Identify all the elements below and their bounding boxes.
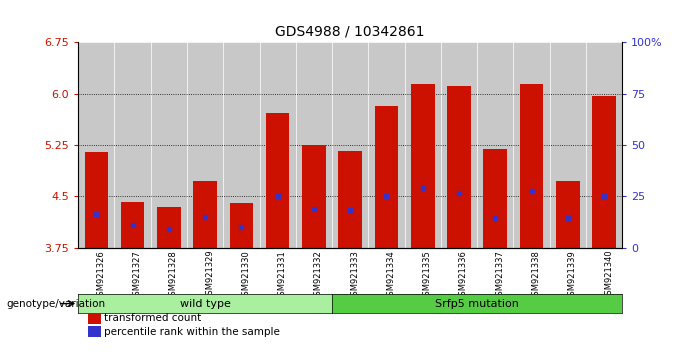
Text: GSM921333: GSM921333	[350, 250, 359, 301]
Bar	[223, 42, 260, 248]
Bar	[187, 42, 223, 248]
Text: GSM921326: GSM921326	[97, 250, 105, 301]
Bar	[266, 113, 290, 248]
Text: GSM921337: GSM921337	[495, 250, 505, 301]
Bar	[513, 42, 549, 248]
Bar	[121, 202, 144, 248]
Text: GSM921331: GSM921331	[277, 250, 287, 301]
Bar	[151, 42, 187, 248]
Text: GSM921335: GSM921335	[423, 250, 432, 301]
Text: wild type: wild type	[180, 298, 231, 309]
Bar	[157, 207, 181, 248]
Text: GSM921327: GSM921327	[133, 250, 141, 301]
Bar	[411, 84, 435, 248]
Bar	[78, 42, 114, 248]
Bar	[260, 42, 296, 248]
Bar	[477, 42, 513, 248]
Bar	[369, 42, 405, 248]
Bar	[549, 42, 586, 248]
Bar	[556, 181, 579, 248]
Text: GSM921330: GSM921330	[241, 250, 250, 301]
Bar	[84, 152, 108, 248]
Title: GDS4988 / 10342861: GDS4988 / 10342861	[275, 24, 425, 39]
Bar	[193, 181, 217, 248]
Text: GSM921332: GSM921332	[314, 250, 323, 301]
Bar	[483, 149, 507, 248]
Text: GSM921329: GSM921329	[205, 250, 214, 301]
Bar	[441, 42, 477, 248]
Bar	[447, 86, 471, 248]
Bar	[405, 42, 441, 248]
Text: GSM921328: GSM921328	[169, 250, 178, 301]
Bar	[114, 42, 151, 248]
Text: percentile rank within the sample: percentile rank within the sample	[104, 327, 280, 337]
Text: transformed count: transformed count	[104, 313, 201, 323]
Text: GSM921334: GSM921334	[386, 250, 396, 301]
Bar	[592, 96, 616, 248]
Bar	[586, 42, 622, 248]
Bar	[302, 145, 326, 248]
Bar	[375, 106, 398, 248]
Bar	[296, 42, 332, 248]
Bar	[230, 203, 253, 248]
Text: Srfp5 mutation: Srfp5 mutation	[435, 298, 519, 309]
Text: GSM921336: GSM921336	[459, 250, 468, 301]
Text: GSM921338: GSM921338	[532, 250, 541, 301]
Bar	[520, 84, 543, 248]
Bar	[339, 150, 362, 248]
Text: GSM921339: GSM921339	[568, 250, 577, 301]
Text: genotype/variation: genotype/variation	[7, 298, 106, 309]
Text: GSM921340: GSM921340	[604, 250, 613, 301]
Bar	[332, 42, 369, 248]
